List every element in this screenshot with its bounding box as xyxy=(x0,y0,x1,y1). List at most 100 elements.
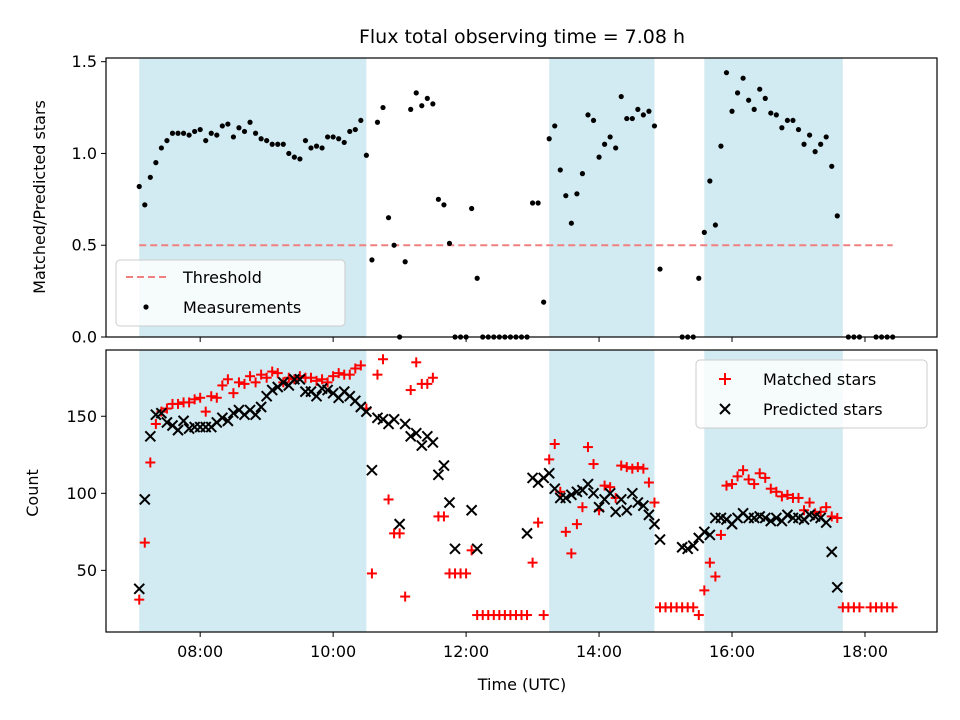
matched-star-point xyxy=(743,474,754,485)
matched-star-point xyxy=(533,517,544,528)
matched-star-point xyxy=(411,357,422,368)
matched-star-point xyxy=(776,491,787,502)
measurement-point xyxy=(535,200,541,206)
x-tick-label: 16:00 xyxy=(709,642,755,661)
predicted-star-point xyxy=(438,459,450,472)
measurement-point xyxy=(707,178,713,184)
matched-star-point xyxy=(355,360,366,371)
matched-star-point xyxy=(378,354,388,365)
predicted-star-point xyxy=(432,469,445,481)
y-tick-label: 1.0 xyxy=(72,144,97,163)
measurement-point xyxy=(419,103,425,109)
matched-star-point xyxy=(372,369,383,380)
measurement-point xyxy=(629,115,635,122)
measurement-point xyxy=(635,106,641,112)
measurement-point xyxy=(413,90,419,96)
measurements-legend-label: Measurements xyxy=(183,298,301,317)
predicted-star-point xyxy=(177,415,190,427)
top-legend: Threshold Measurements xyxy=(115,259,346,327)
measurement-point xyxy=(225,121,231,127)
measurement-point xyxy=(596,154,602,160)
measurement-point xyxy=(352,126,358,133)
measurement-point xyxy=(618,93,624,100)
predicted-star-point xyxy=(831,581,843,594)
matched-star-point xyxy=(804,497,815,508)
measurement-point xyxy=(280,141,286,147)
matched-star-point xyxy=(793,492,804,503)
predicted-star-point xyxy=(144,430,157,443)
matched-star-point xyxy=(405,385,416,396)
matched-star-point xyxy=(344,369,355,380)
bottom-x-ticks: 08:00 10:00 12:00 14:00 16:00 18:00 xyxy=(177,632,888,661)
measurement-point xyxy=(734,90,741,96)
bottom-plot-frame xyxy=(105,349,938,633)
measurement-point xyxy=(241,128,248,135)
matched-legend-swatch xyxy=(719,373,731,385)
bottom-y-ticks: 50 100 150 xyxy=(66,407,106,580)
predicted-star-point xyxy=(266,384,278,396)
matched-star-point xyxy=(616,460,627,471)
predicted-star-point xyxy=(565,489,578,501)
measurement-point xyxy=(158,145,164,151)
predicted-stars-points xyxy=(133,373,843,595)
predicted-star-point xyxy=(698,526,711,538)
matched-star-point xyxy=(688,602,699,613)
measurement-point xyxy=(430,101,436,107)
matched-star-point xyxy=(821,502,832,513)
top-panel: 0.0 0.5 1.0 1.5 Matched/Predicted stars Thr… xyxy=(30,52,938,347)
predicted-star-point xyxy=(465,504,478,516)
matched-star-point xyxy=(710,571,721,582)
measurement-point xyxy=(269,141,275,147)
measurement-point xyxy=(330,134,336,140)
matched-star-point xyxy=(161,403,172,414)
matched-star-point xyxy=(627,463,638,474)
measurement-point xyxy=(541,299,547,305)
bottom-observing-windows xyxy=(139,350,843,632)
measurement-point xyxy=(646,108,652,114)
predicted-star-point xyxy=(587,487,600,500)
matched-star-point xyxy=(649,497,660,508)
matched-star-point xyxy=(621,462,632,473)
measurement-point xyxy=(546,136,552,142)
measurement-point xyxy=(408,106,414,112)
predicted-star-point xyxy=(471,543,483,555)
measurement-point xyxy=(579,171,586,177)
predicted-legend-label: Predicted stars xyxy=(763,400,883,419)
measurement-point xyxy=(308,145,314,151)
predicted-star-point xyxy=(172,424,184,436)
predicted-star-point xyxy=(560,492,572,504)
measurement-point xyxy=(823,134,829,140)
predicted-star-point xyxy=(604,487,616,500)
measurement-point xyxy=(341,139,347,146)
predicted-star-point xyxy=(277,376,289,389)
predicted-star-point xyxy=(222,415,234,427)
matched-star-point xyxy=(715,529,726,540)
measurement-point xyxy=(441,202,447,208)
measurement-point xyxy=(142,202,148,208)
predicted-star-point xyxy=(227,407,240,419)
measurement-point xyxy=(757,86,763,92)
measurement-point xyxy=(325,134,331,140)
predicted-star-point xyxy=(687,539,699,552)
matched-star-point xyxy=(560,526,571,537)
measurement-point xyxy=(291,154,297,160)
x-tick-label: 10:00 xyxy=(310,642,356,661)
measurement-point xyxy=(812,149,818,155)
bottom-legend-box xyxy=(695,359,928,429)
measurement-point xyxy=(768,110,774,116)
y-tick-label: 0.5 xyxy=(72,236,97,255)
matched-star-point xyxy=(145,457,156,468)
top-plot-frame xyxy=(105,57,938,338)
predicted-star-point xyxy=(399,418,411,430)
measurement-point xyxy=(729,108,735,114)
matched-star-point xyxy=(643,477,654,488)
measurement-point xyxy=(529,200,536,206)
measurement-point xyxy=(806,132,813,138)
predicted-star-point xyxy=(393,518,406,530)
matched-star-point xyxy=(189,394,200,405)
x-tick-label: 14:00 xyxy=(576,642,622,661)
predicted-star-point xyxy=(443,496,456,509)
measurements-legend-swatch xyxy=(143,304,149,310)
predicted-star-point xyxy=(366,464,378,476)
